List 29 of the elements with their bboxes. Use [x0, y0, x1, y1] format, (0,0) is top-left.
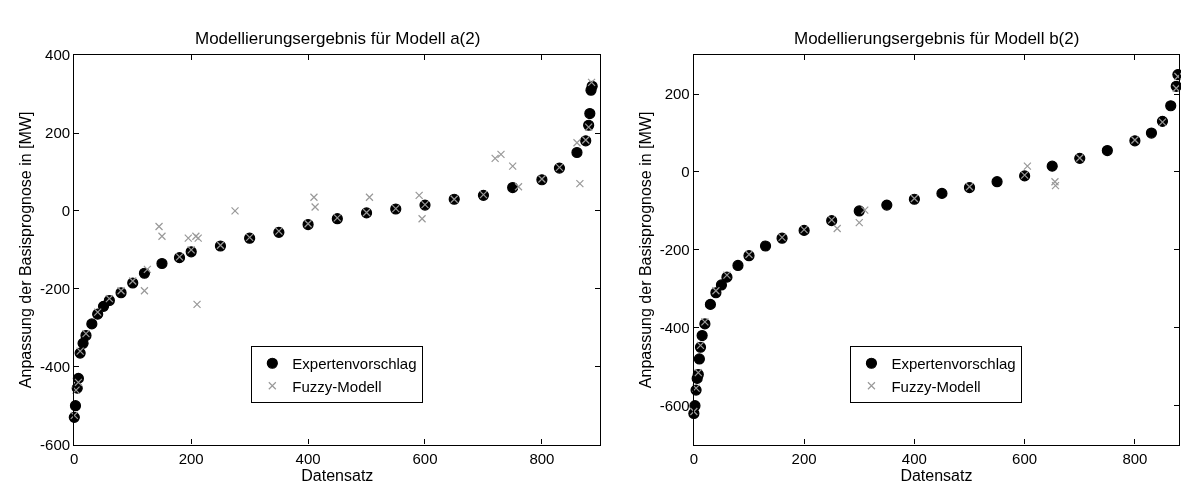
x-tick-label: 600	[1012, 449, 1038, 467]
x-tick-label: 400	[295, 449, 321, 467]
x-tick-label: 600	[412, 449, 438, 467]
x-tick-label: 200	[791, 449, 817, 467]
y-tick-label: 200	[664, 85, 690, 103]
y-tick-label: 0	[681, 163, 690, 181]
x-axis-title: Datensatz	[900, 466, 973, 484]
y-axis-title: Anpassung der Basisprognose in [MW]	[17, 111, 35, 389]
x-axis-title: Datensatz	[301, 466, 374, 484]
y-axis-title: Anpassung der Basisprognose in [MW]	[636, 111, 654, 389]
y-tick-label: -400	[40, 357, 71, 375]
y-tick-label: 200	[45, 124, 71, 142]
y-tick-label: 0	[61, 202, 71, 220]
x-tick-label: 800	[1122, 449, 1148, 467]
legend-label: Expertenvorschlag	[292, 355, 417, 373]
y-tick-label: -600	[40, 435, 71, 453]
chart-title: Modellierungsergebnis für Modell a(2)	[195, 29, 481, 48]
legend-label: Fuzzy-Modell	[891, 377, 981, 395]
y-tick-label: -600	[659, 396, 690, 414]
y-tick-label: -200	[40, 280, 71, 298]
y-tick-label: 400	[45, 46, 71, 64]
x-tick-label: 400	[901, 449, 927, 467]
x-tick-label: 200	[178, 449, 204, 467]
x-tick-label: 800	[529, 449, 555, 467]
chart-title: Modellierungsergebnis für Modell b(2)	[794, 29, 1080, 48]
y-tick-label: -400	[659, 319, 690, 337]
legend-label: Fuzzy-Modell	[292, 377, 382, 395]
legend-label: Expertenvorschlag	[891, 355, 1016, 373]
y-tick-label: -200	[659, 241, 690, 259]
